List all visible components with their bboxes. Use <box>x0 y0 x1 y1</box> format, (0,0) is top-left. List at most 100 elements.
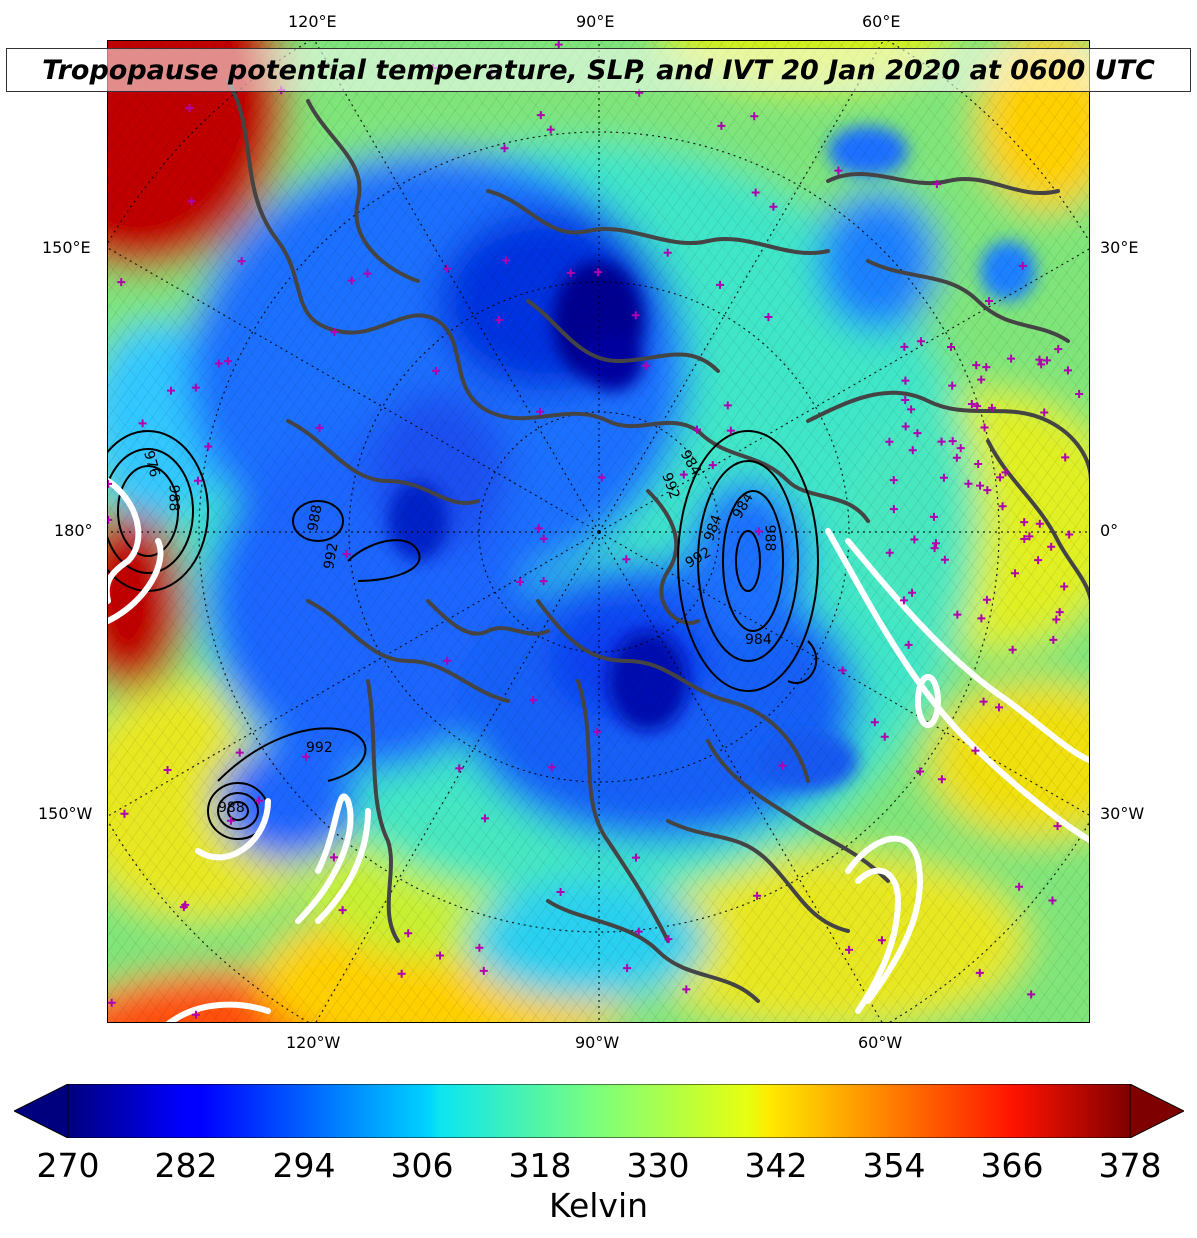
station-marker <box>953 610 962 619</box>
station-marker <box>1054 345 1063 354</box>
lon-label-bottom-90w: 90°W <box>575 1033 620 1052</box>
station-marker <box>536 407 545 416</box>
station-marker <box>534 524 543 533</box>
station-marker <box>397 969 406 978</box>
station-marker <box>930 544 939 553</box>
station-marker <box>1001 468 1010 477</box>
station-marker <box>838 666 847 675</box>
station-marker <box>948 437 957 446</box>
station-marker <box>932 180 941 189</box>
station-marker <box>994 703 1003 712</box>
station-marker <box>631 853 640 862</box>
station-marker <box>108 998 116 1007</box>
station-marker <box>363 269 372 278</box>
station-marker <box>163 765 172 774</box>
station-marker <box>539 534 548 543</box>
station-marker <box>235 748 244 757</box>
slp-label: 988 <box>761 524 778 552</box>
station-marker <box>979 697 988 706</box>
colorbar-tick-label: 282 <box>154 1146 218 1185</box>
station-marker <box>753 891 762 900</box>
station-marker <box>108 515 113 524</box>
station-marker <box>179 903 188 912</box>
station-marker <box>663 248 672 257</box>
station-marker <box>315 423 324 432</box>
colorbar-max-extension <box>1129 1084 1184 1138</box>
station-marker <box>623 964 632 973</box>
station-marker <box>971 746 980 755</box>
station-marker <box>237 257 246 266</box>
station-marker <box>972 361 981 370</box>
station-marker <box>1052 615 1061 624</box>
station-marker <box>982 363 991 372</box>
station-marker <box>187 197 196 206</box>
station-marker <box>973 402 982 411</box>
station-marker <box>754 527 763 536</box>
station-marker <box>948 381 957 390</box>
lon-label-top-120e: 120°E <box>288 12 337 31</box>
station-marker <box>193 476 202 485</box>
station-marker <box>443 264 452 273</box>
station-marker <box>1037 360 1046 369</box>
station-marker <box>1011 569 1020 578</box>
station-marker <box>952 453 961 462</box>
colorbar-tick-label: 270 <box>36 1146 100 1185</box>
station-marker <box>1075 389 1084 398</box>
station-marker <box>916 767 925 776</box>
station-marker <box>566 269 575 278</box>
slp-label: 988 <box>218 800 245 816</box>
map-panel <box>107 40 1090 1023</box>
station-marker <box>964 479 973 488</box>
station-marker <box>910 535 919 544</box>
station-marker <box>940 555 949 564</box>
station-marker <box>1047 542 1056 551</box>
station-marker <box>1060 582 1069 591</box>
station-marker <box>546 125 555 134</box>
colorbar-label: Kelvin <box>548 1186 649 1225</box>
station-markers <box>108 41 1084 1019</box>
station-marker <box>1064 366 1073 375</box>
station-marker <box>913 429 922 438</box>
station-marker <box>529 696 538 705</box>
station-marker <box>901 376 910 385</box>
station-marker <box>556 887 565 896</box>
lon-label-right-0: 0° <box>1100 521 1119 540</box>
station-marker <box>939 473 948 482</box>
station-marker <box>764 313 773 322</box>
station-marker <box>443 656 452 665</box>
colorbar <box>14 1084 1184 1138</box>
lon-label-bottom-60w: 60°W <box>858 1033 903 1052</box>
station-marker <box>1027 990 1036 999</box>
station-marker <box>631 311 640 320</box>
station-marker <box>996 473 1005 482</box>
station-marker <box>877 936 886 945</box>
station-marker <box>901 422 910 431</box>
colorbar-tick-label: 318 <box>508 1146 572 1185</box>
station-marker <box>1048 896 1057 905</box>
station-marker <box>536 111 545 120</box>
station-marker <box>431 366 440 375</box>
lon-label-top-60e: 60°E <box>862 12 901 31</box>
station-marker <box>908 588 917 597</box>
station-marker <box>455 764 464 773</box>
station-marker <box>980 423 989 432</box>
station-marker <box>726 426 735 435</box>
station-marker <box>554 41 563 49</box>
station-marker <box>634 927 643 936</box>
station-marker <box>751 188 760 197</box>
station-marker <box>223 357 232 366</box>
lon-label-right-30e: 30°E <box>1100 238 1139 257</box>
station-marker <box>347 276 356 285</box>
station-marker <box>1049 635 1058 644</box>
station-marker <box>593 727 602 736</box>
station-marker <box>916 337 925 346</box>
station-marker <box>880 732 889 741</box>
station-marker <box>226 816 235 825</box>
graticule <box>108 41 1089 1022</box>
lon-label-left-150w: 150°W <box>38 804 93 823</box>
station-marker <box>329 853 338 862</box>
station-marker <box>983 486 992 495</box>
station-marker <box>937 437 946 446</box>
station-marker <box>769 202 778 211</box>
slp-label: 988 <box>165 484 182 512</box>
